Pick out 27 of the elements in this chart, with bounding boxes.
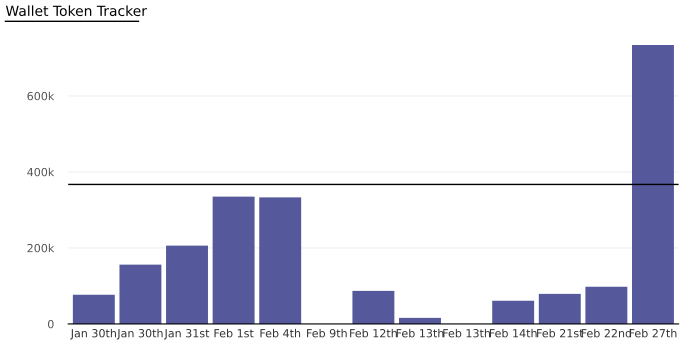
x-tick-label: Feb 1st	[214, 328, 254, 338]
y-tick-label: 400k	[27, 168, 54, 176]
y-tick-label: 200k	[27, 244, 54, 252]
bar	[166, 246, 208, 324]
x-tick-label: Feb 4th	[260, 328, 300, 338]
x-tick-label: Feb 13th	[396, 328, 444, 338]
bar	[585, 286, 628, 324]
x-tick-label: Feb 9th	[307, 328, 347, 338]
x-tick-label: Feb 14th	[490, 328, 537, 338]
x-tick-label: Jan 30th	[70, 328, 116, 340]
x-tick-label: Feb 21st	[537, 328, 584, 338]
bar	[259, 197, 302, 324]
bar	[119, 264, 162, 324]
bar	[632, 45, 674, 324]
bar	[212, 196, 255, 324]
bar	[72, 294, 115, 324]
x-tick-label: Jan 31st	[164, 329, 210, 340]
bar	[399, 318, 441, 324]
y-tick-label: 0	[48, 320, 54, 328]
bar	[352, 290, 394, 324]
chart-title: Wallet Token Tracker	[6, 5, 147, 16]
x-tick-label: Jan 30th	[116, 328, 163, 340]
x-tick-label: Feb 13th	[443, 328, 490, 338]
bar	[492, 300, 534, 324]
x-tick-label: Feb 12th	[350, 328, 397, 338]
y-tick-label: 600k	[27, 92, 54, 100]
bar	[538, 294, 581, 324]
